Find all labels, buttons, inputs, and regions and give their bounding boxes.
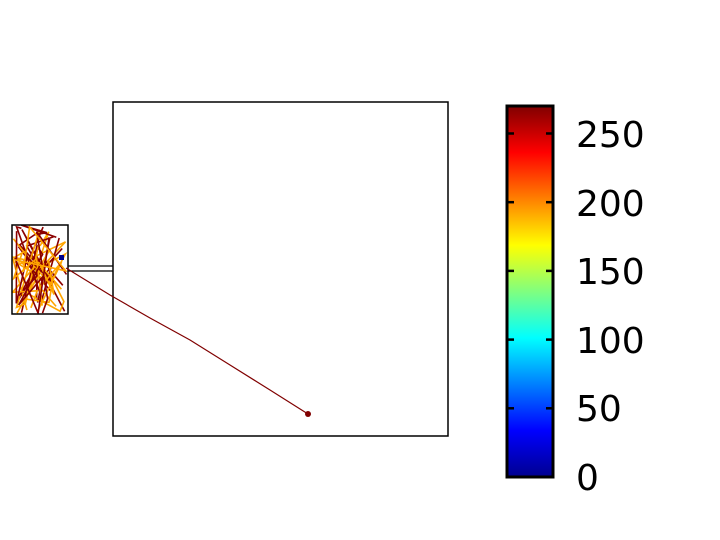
inset-trajectory bbox=[17, 262, 64, 306]
inset-trajectory bbox=[14, 229, 41, 270]
inset-trajectories bbox=[12, 225, 68, 314]
inset-trajectory bbox=[14, 236, 51, 314]
inset-trajectory bbox=[15, 231, 53, 304]
inset-trajectory bbox=[39, 259, 63, 295]
colorbar-tick-label: 50 bbox=[576, 389, 622, 430]
colorbar bbox=[505, 104, 555, 479]
trajectory-end-marker bbox=[305, 411, 311, 417]
inset-trajectory bbox=[20, 225, 57, 238]
colorbar-tick-label: 200 bbox=[576, 184, 645, 225]
inset-trajectory bbox=[13, 225, 68, 273]
inset-start-marker bbox=[59, 255, 64, 260]
colorbar-tick-label: 100 bbox=[576, 321, 645, 362]
inset-trajectory bbox=[12, 261, 40, 309]
colorbar-tick-label: 150 bbox=[576, 252, 645, 293]
main-trajectory-line bbox=[65, 267, 309, 415]
main-axes-box bbox=[112, 101, 449, 437]
colorbar-tick-label: 0 bbox=[576, 458, 599, 499]
colorbar-tick-label: 250 bbox=[576, 115, 645, 156]
